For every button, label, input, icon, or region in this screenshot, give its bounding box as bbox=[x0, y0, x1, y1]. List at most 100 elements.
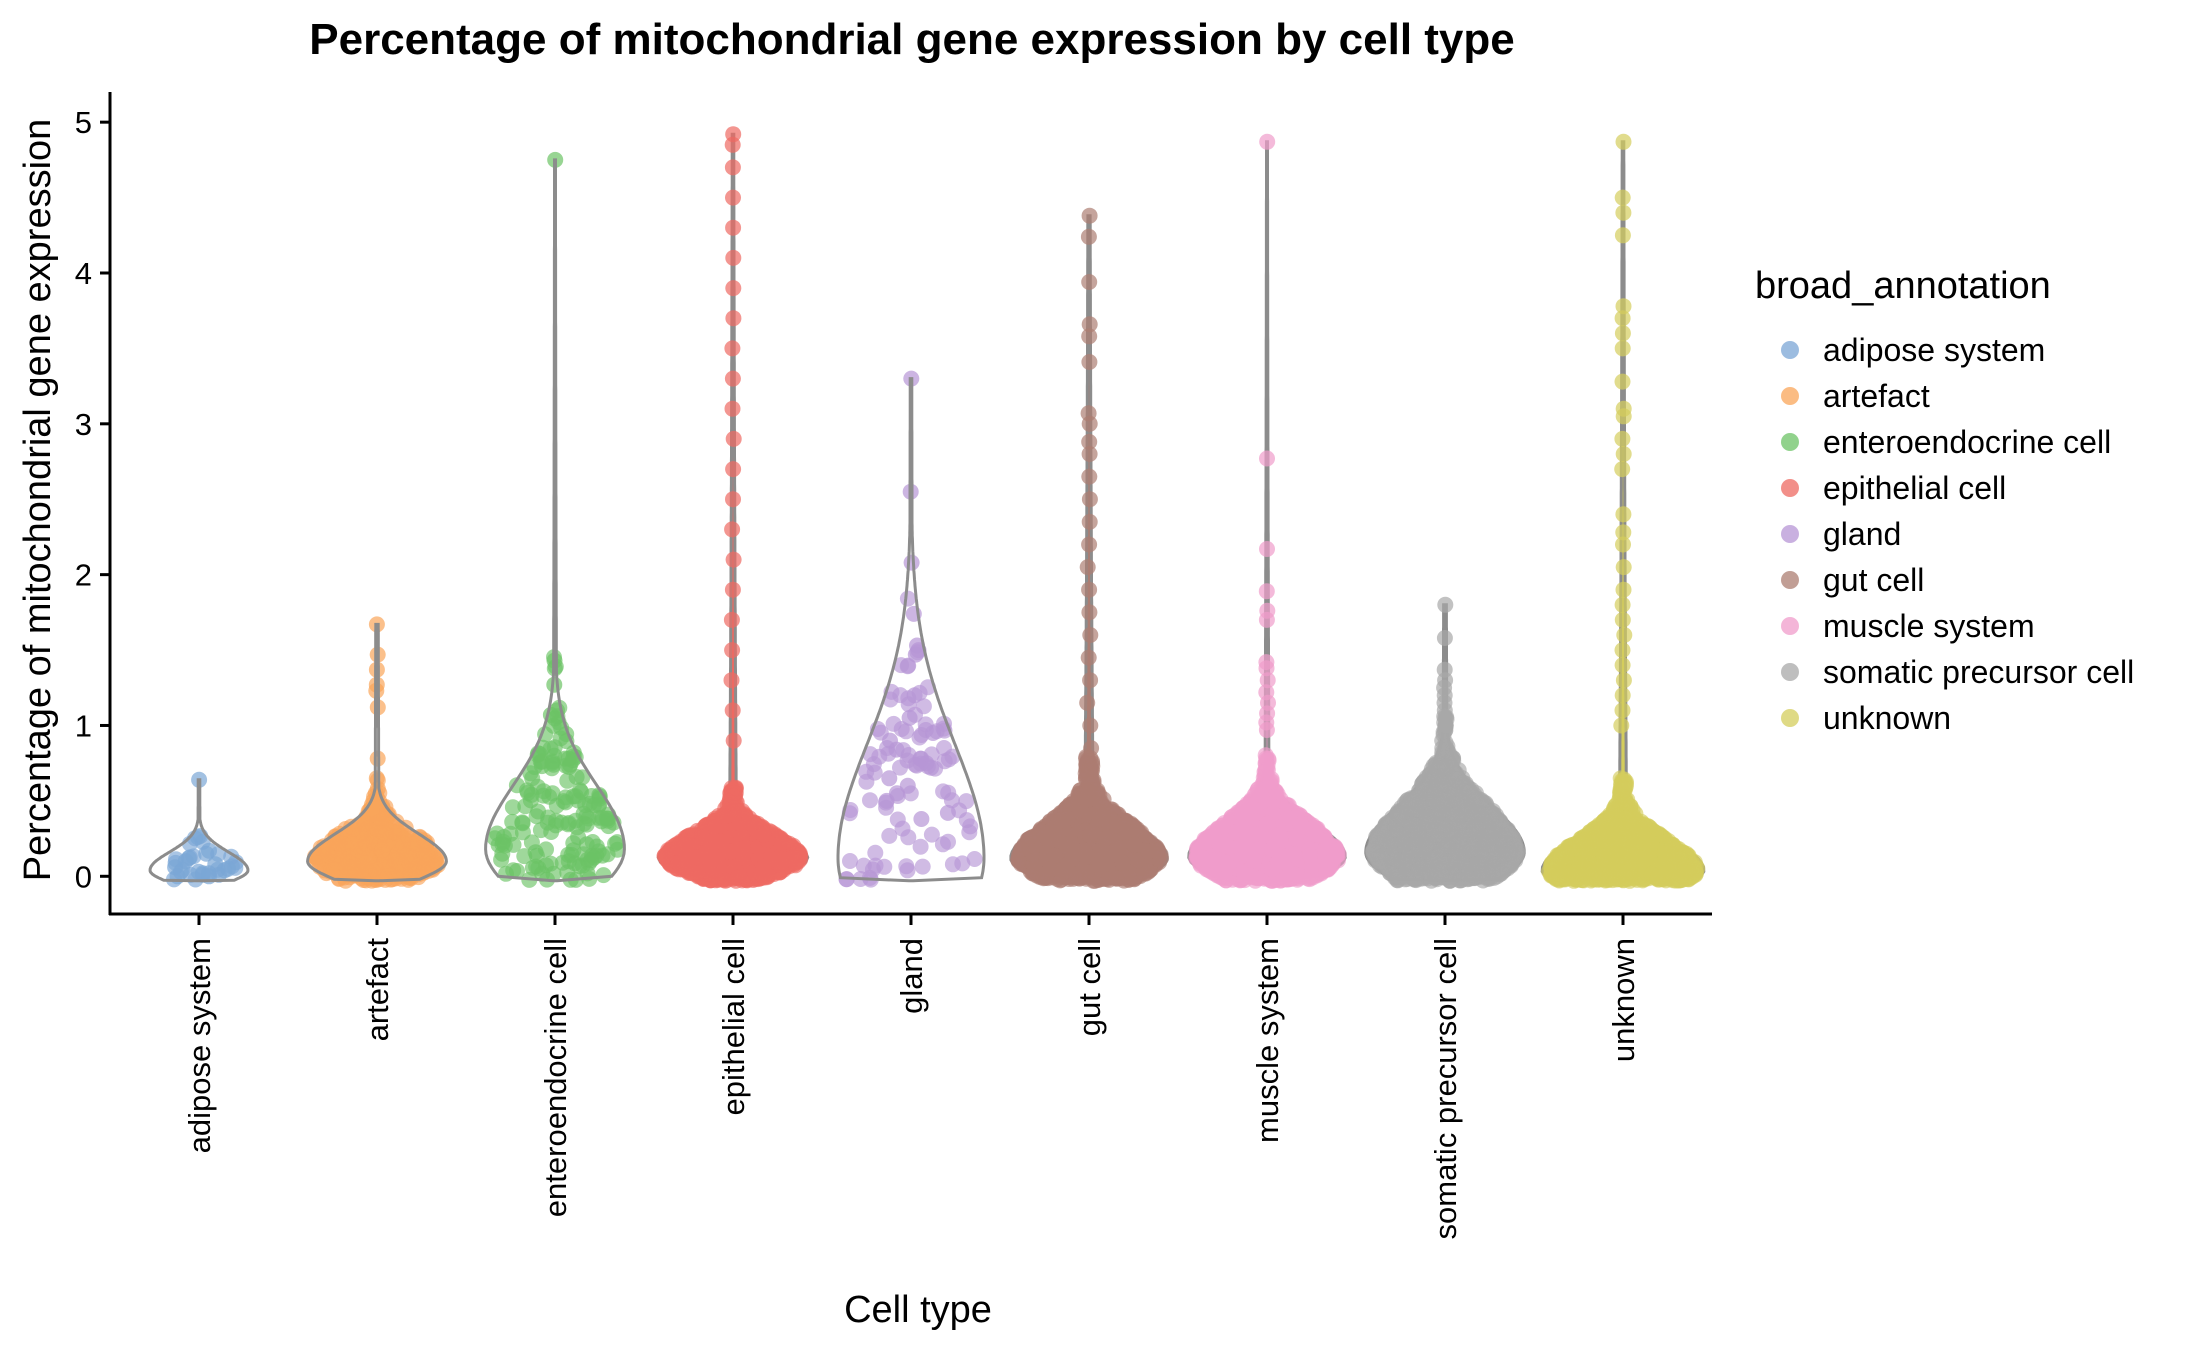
data-point bbox=[1302, 847, 1318, 863]
data-point bbox=[913, 811, 930, 827]
data-point bbox=[355, 846, 372, 863]
series-points bbox=[656, 126, 809, 889]
data-point bbox=[374, 842, 391, 859]
data-point bbox=[1078, 847, 1095, 864]
data-point bbox=[725, 491, 741, 508]
data-point bbox=[530, 803, 547, 820]
data-point bbox=[1140, 863, 1157, 880]
data-point bbox=[1082, 717, 1099, 734]
data-point bbox=[1293, 817, 1310, 834]
data-point bbox=[936, 753, 953, 770]
data-point bbox=[1238, 845, 1255, 862]
data-point bbox=[725, 280, 742, 297]
data-point bbox=[1108, 870, 1125, 887]
data-point bbox=[1081, 415, 1098, 432]
data-point bbox=[694, 829, 711, 846]
data-point bbox=[570, 829, 587, 846]
data-point bbox=[1053, 812, 1070, 829]
data-point bbox=[519, 784, 536, 801]
data-point bbox=[1079, 559, 1096, 576]
data-point bbox=[1259, 762, 1276, 778]
data-point bbox=[725, 249, 742, 266]
data-point bbox=[1243, 798, 1259, 815]
data-point bbox=[724, 788, 741, 804]
data-point bbox=[1082, 672, 1099, 689]
data-point bbox=[543, 824, 560, 840]
data-point bbox=[523, 834, 540, 851]
data-point bbox=[1126, 836, 1143, 853]
data-point bbox=[1081, 513, 1098, 530]
data-point bbox=[609, 834, 626, 851]
data-point bbox=[716, 808, 733, 825]
data-point bbox=[724, 521, 741, 538]
data-point bbox=[323, 860, 340, 877]
data-point bbox=[1081, 604, 1098, 621]
data-point bbox=[1081, 581, 1098, 598]
data-point bbox=[1193, 849, 1210, 866]
data-point bbox=[906, 687, 923, 704]
data-point bbox=[724, 136, 741, 153]
data-point bbox=[1013, 841, 1029, 858]
data-point bbox=[881, 770, 898, 787]
data-point bbox=[1259, 450, 1275, 467]
violin-outline bbox=[484, 158, 626, 883]
data-point bbox=[416, 847, 432, 864]
data-point bbox=[724, 642, 741, 659]
data-point bbox=[900, 829, 917, 846]
data-point bbox=[724, 400, 741, 417]
data-point bbox=[559, 772, 576, 789]
series-points bbox=[166, 771, 244, 888]
data-point bbox=[878, 792, 895, 809]
data-point bbox=[1241, 867, 1258, 884]
violin-body bbox=[656, 132, 810, 883]
data-point bbox=[1081, 354, 1098, 370]
data-point bbox=[1081, 491, 1098, 508]
data-point bbox=[544, 785, 561, 802]
data-point bbox=[1054, 862, 1071, 879]
data-point bbox=[396, 830, 412, 847]
data-point bbox=[505, 862, 522, 879]
data-point bbox=[709, 851, 726, 868]
data-point bbox=[1082, 627, 1099, 643]
data-point bbox=[1028, 827, 1045, 844]
data-point bbox=[1078, 769, 1094, 786]
data-point bbox=[517, 798, 534, 815]
data-point bbox=[516, 848, 533, 865]
data-point bbox=[177, 853, 194, 870]
data-point bbox=[1078, 864, 1095, 881]
data-point bbox=[599, 846, 616, 863]
data-point bbox=[723, 672, 740, 689]
data-point bbox=[504, 799, 521, 816]
data-point bbox=[1259, 133, 1276, 150]
data-point bbox=[1270, 827, 1287, 844]
data-point bbox=[1080, 228, 1097, 245]
data-point bbox=[782, 850, 799, 867]
data-point bbox=[1320, 837, 1337, 854]
data-point bbox=[534, 865, 551, 882]
data-point bbox=[1079, 694, 1096, 711]
data-point bbox=[767, 851, 784, 868]
data-point bbox=[567, 812, 584, 829]
data-point bbox=[1110, 839, 1126, 856]
data-point bbox=[939, 804, 956, 821]
data-point bbox=[717, 872, 734, 889]
data-point bbox=[881, 827, 898, 844]
data-point bbox=[690, 849, 707, 866]
point-layer bbox=[148, 126, 1706, 889]
data-point bbox=[1148, 843, 1165, 860]
data-point bbox=[855, 857, 872, 874]
data-point bbox=[1081, 446, 1098, 462]
data-point bbox=[1211, 835, 1227, 852]
data-point bbox=[724, 159, 741, 176]
data-point bbox=[724, 702, 741, 719]
data-point bbox=[1215, 817, 1231, 834]
data-point bbox=[842, 853, 858, 869]
data-point bbox=[674, 837, 691, 854]
data-point bbox=[1063, 835, 1080, 852]
data-point bbox=[1259, 541, 1275, 557]
series-points bbox=[486, 151, 626, 888]
data-point bbox=[858, 763, 875, 780]
data-point bbox=[898, 723, 915, 740]
data-point bbox=[725, 189, 741, 206]
